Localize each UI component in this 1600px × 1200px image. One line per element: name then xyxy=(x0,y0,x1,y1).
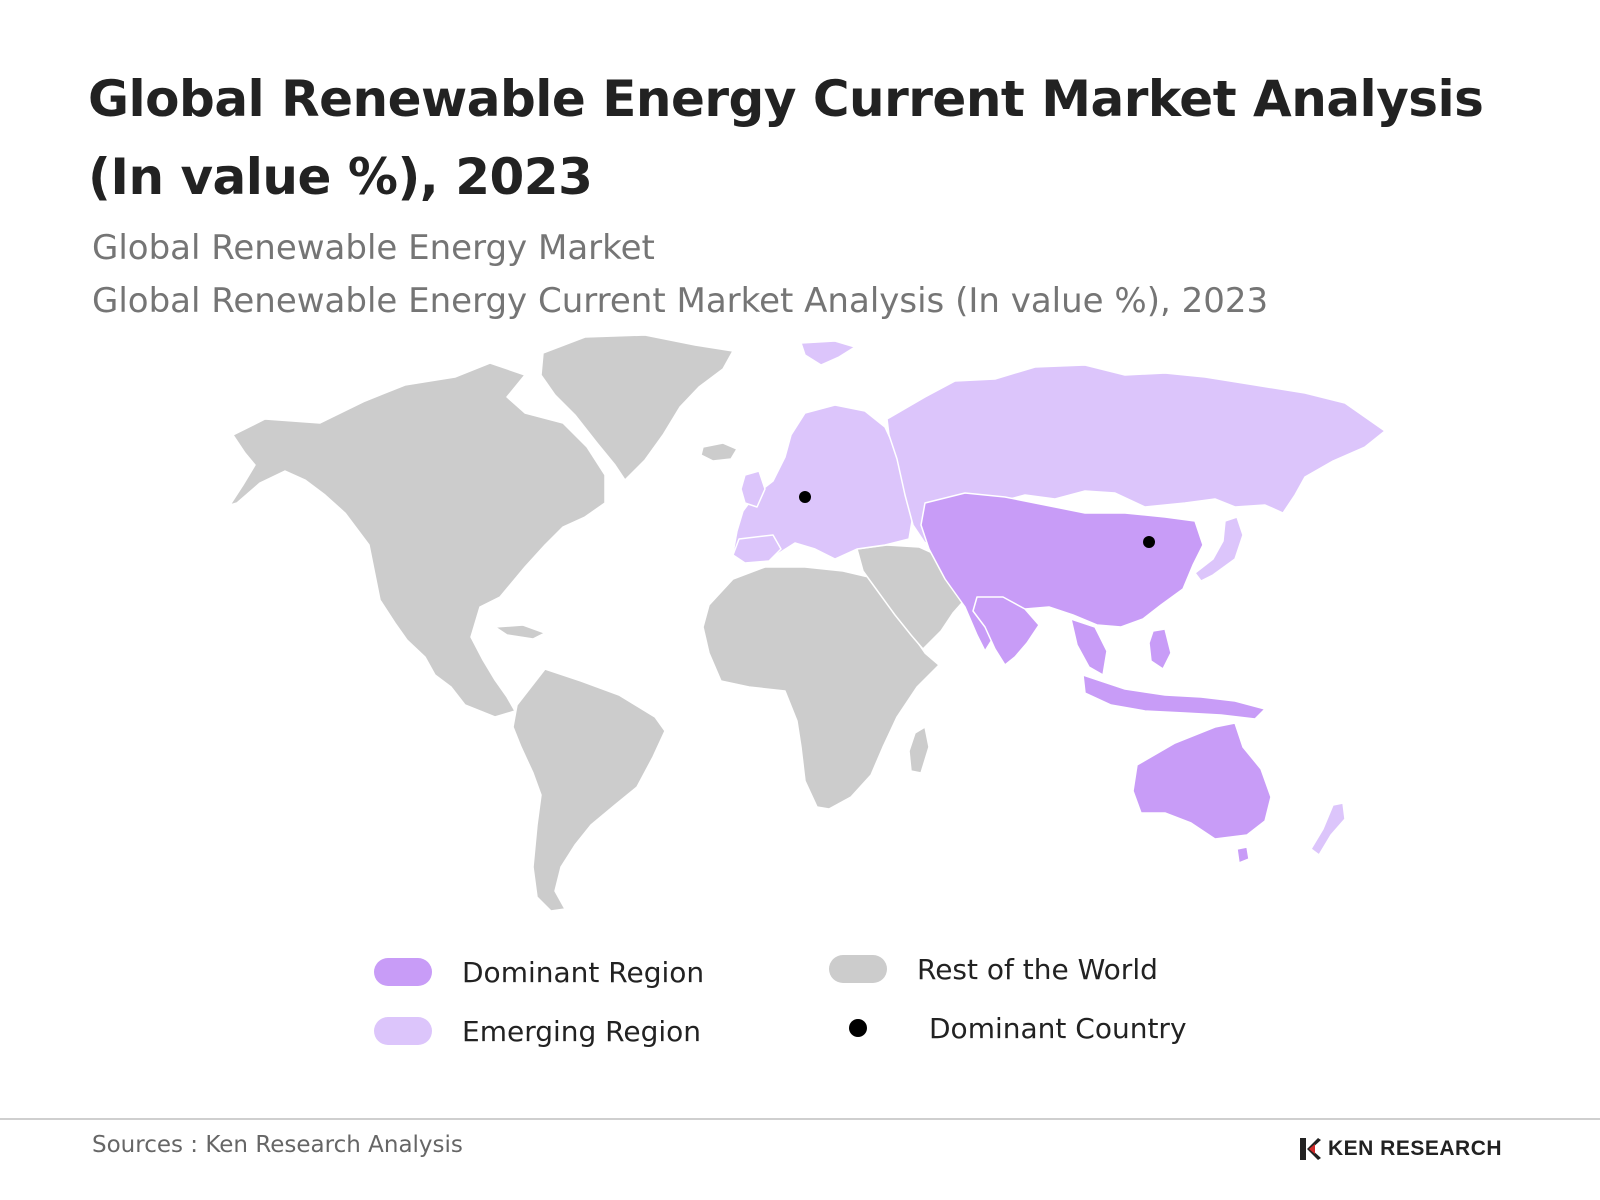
region-philippines xyxy=(1148,628,1172,670)
ken-research-logo-icon xyxy=(1300,1138,1321,1160)
subtitle-market: Global Renewable Energy Market xyxy=(92,228,655,268)
region-tasmania xyxy=(1236,846,1250,864)
page-title: Global Renewable Energy Current Market A… xyxy=(88,70,1484,206)
region-caribbean xyxy=(494,624,546,640)
region-madagascar xyxy=(908,726,930,774)
legend-swatch-rest xyxy=(829,955,887,983)
region-australia xyxy=(1132,722,1272,840)
brand-name: KEN RESEARCH xyxy=(1328,1137,1503,1160)
region-indonesia xyxy=(1082,674,1266,720)
region-china-central-asia xyxy=(920,492,1204,652)
legend-label-dominant-country: Dominant Country xyxy=(929,1011,1187,1045)
region-japan xyxy=(1194,516,1244,582)
legend-emerging-region: Emerging Region xyxy=(374,1011,701,1051)
dominant-country-marker-china xyxy=(1143,536,1155,548)
world-map-svg xyxy=(229,335,1386,912)
subtitle-analysis: Global Renewable Energy Current Market A… xyxy=(92,281,1269,321)
legend-rest-of-world: Rest of the World xyxy=(829,949,1158,989)
source-note: Sources : Ken Research Analysis xyxy=(92,1132,463,1158)
region-greenland xyxy=(540,335,734,481)
region-south-america xyxy=(512,668,666,912)
legend-dot-dominant-country xyxy=(849,1019,867,1037)
brand-logo: KEN RESEARCH xyxy=(1298,1136,1502,1162)
footer-divider xyxy=(0,1118,1600,1120)
legend-swatch-emerging xyxy=(374,1017,432,1045)
region-iceland xyxy=(700,442,738,462)
region-africa xyxy=(702,566,940,810)
region-svalbard xyxy=(800,340,856,366)
legend-label-rest: Rest of the World xyxy=(917,952,1158,986)
region-new-zealand xyxy=(1310,802,1346,856)
legend-swatch-dominant xyxy=(374,958,432,986)
legend-label-emerging: Emerging Region xyxy=(462,1014,702,1048)
region-iberia xyxy=(732,534,782,564)
dominant-country-marker-germany xyxy=(799,491,811,503)
world-map xyxy=(225,335,1425,935)
legend-label-dominant: Dominant Region xyxy=(462,955,705,989)
region-india xyxy=(972,596,1040,666)
region-uk xyxy=(740,470,766,508)
legend-dominant-country: Dominant Country xyxy=(829,1008,1187,1048)
region-north-america xyxy=(229,362,606,718)
region-southeast-asia xyxy=(1070,618,1108,676)
legend-dominant-region: Dominant Region xyxy=(374,952,704,992)
